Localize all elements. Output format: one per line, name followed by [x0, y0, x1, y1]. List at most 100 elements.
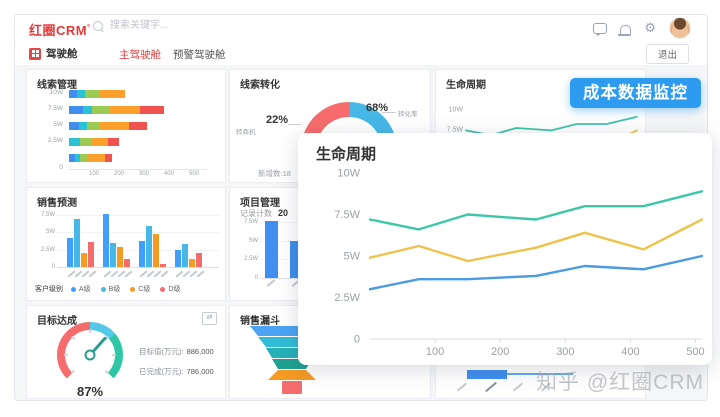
y-axis-tick: 0 — [51, 264, 55, 270]
y-axis-label: 10W — [49, 89, 63, 96]
bar-segment-cyan — [69, 138, 81, 146]
bar-C级 — [81, 253, 87, 267]
goal-done-row: 已完成(万元): 786,000 — [139, 366, 214, 377]
y-axis-tick: 7.5W — [243, 218, 258, 225]
app-logo-text: 红圈CRM — [29, 23, 88, 38]
bar-segment-cyan — [76, 90, 86, 98]
axis-label-mark — [484, 381, 498, 393]
bar-D级 — [196, 253, 202, 267]
goal-done-value: 786,000 — [186, 367, 214, 376]
legend-item-A级: A级 — [71, 284, 91, 294]
panel-title: 销售漏斗 — [240, 316, 280, 327]
funnel-layer-4 — [272, 359, 312, 369]
panel-title: 生命周期 — [446, 80, 486, 91]
svg-text:2.5W: 2.5W — [334, 292, 360, 304]
legend-dot — [71, 286, 76, 292]
panel-goal-achievement: 目标达成 ⇄ 87% 目标值(万元): 886,000 已完成(万元): 786,0… — [26, 305, 226, 399]
header-icon-group: ⚙ — [593, 17, 691, 39]
x-axis-tick: 400 — [163, 171, 174, 177]
bar-segment-blue — [69, 90, 77, 98]
svg-text:400: 400 — [621, 346, 639, 358]
legend-title: 客户级别 — [35, 286, 63, 293]
app-logo: 红圈CRM° — [29, 20, 90, 39]
notification-bell-icon[interactable] — [618, 24, 632, 36]
gauge-tick — [112, 354, 116, 356]
panel-switch-icon[interactable]: ⇄ — [202, 312, 217, 325]
bar-record-count — [265, 221, 278, 278]
slice-label: 转化率 — [398, 111, 418, 118]
gauge-tick — [89, 329, 91, 333]
bar-segment-green — [85, 90, 101, 98]
legend-item-D级: D级 — [160, 284, 180, 294]
grid-line — [57, 232, 219, 233]
tab-warning-cockpit[interactable]: 预警驾驶舱 — [173, 49, 226, 61]
app-header: 红圈CRM° ⚙ — [15, 15, 707, 42]
panel-title: 目标达成 — [37, 316, 77, 327]
global-search — [93, 19, 242, 32]
funnel-layer-6 — [282, 381, 302, 394]
legend-dot — [160, 286, 166, 292]
axis-label-mark — [456, 382, 468, 392]
goal-done-label: 已完成(万元): — [139, 367, 184, 376]
panel-title: 项目管理 — [240, 198, 280, 209]
goal-target-label: 目标值(万元): — [139, 347, 184, 356]
slice-value: 68% — [366, 102, 389, 114]
bar-segment-red — [140, 106, 164, 114]
label-line — [382, 112, 396, 113]
svg-text:500: 500 — [686, 346, 704, 358]
bar-A级 — [103, 213, 109, 267]
svg-text:10W: 10W — [449, 107, 464, 114]
bar-segment-green — [91, 106, 111, 114]
series-teal — [368, 190, 704, 231]
series-blue — [368, 254, 704, 291]
x-axis-tick: 200 — [113, 171, 124, 177]
grid-line — [57, 267, 219, 268]
x-axis-line — [69, 169, 207, 170]
x-axis-tick: 100 — [88, 171, 99, 177]
bar-B级 — [110, 242, 116, 267]
search-input[interactable] — [108, 19, 242, 32]
hidden-line-blue — [507, 373, 573, 375]
bar-D级 — [124, 258, 130, 267]
bar-segment-red — [107, 138, 119, 146]
bar-segment-blue — [69, 122, 79, 130]
stat-value: 20 — [278, 208, 289, 218]
x-axis-tick: 500 — [188, 171, 199, 177]
svg-text:300: 300 — [556, 346, 574, 358]
panel-lead-management: 线索管理 10W 7.5W 5W 2.5W 0 100 200 300 400 500 — [26, 69, 226, 183]
forecast-legend: 客户级别 A级 B级 C级 D级 — [35, 284, 190, 294]
zhihu-watermark: 知乎 @红圈CRM — [536, 371, 704, 394]
svg-text:5W: 5W — [344, 251, 361, 263]
search-icon — [93, 20, 103, 31]
sales-forecast-bar-chart: 0 2.5W 5W 7.5W — [27, 188, 225, 300]
nav-menu-cockpit[interactable]: 驾驶舱 — [29, 46, 78, 61]
settings-gear-icon[interactable]: ⚙ — [644, 20, 656, 36]
axis-label-mark — [266, 279, 276, 287]
message-icon[interactable] — [593, 22, 608, 36]
legend-item-B级: B级 — [100, 284, 120, 294]
bar-segment-red — [105, 154, 112, 162]
bar-segment-green — [80, 138, 92, 146]
hidden-chart-fragment — [436, 306, 645, 398]
sales-funnel-chart — [230, 306, 430, 398]
svg-text:7.5W: 7.5W — [334, 209, 360, 221]
bar-D级 — [88, 241, 94, 267]
funnel-layer-5 — [268, 370, 316, 380]
svg-text:100: 100 — [426, 346, 444, 358]
bar-C级 — [153, 234, 159, 267]
gauge-tick — [64, 354, 68, 356]
y-axis-label: 2.5W — [47, 137, 63, 144]
user-avatar[interactable] — [669, 17, 691, 39]
y-axis-label: 7.5W — [47, 105, 63, 112]
panel-sales-forecast: 销售预测 0 2.5W 5W 7.5W 客户级别 A级 B级 C级 D级 — [26, 187, 226, 301]
gauge-hub — [84, 349, 96, 361]
app-logo-mark: ° — [87, 24, 91, 32]
panel-title: 销售预测 — [37, 198, 77, 209]
bar-A级 — [139, 241, 145, 267]
tab-main-cockpit[interactable]: 主驾驶舱 — [119, 49, 161, 68]
y-axis-tick: 5W — [249, 237, 258, 244]
cockpit-grid-icon — [29, 47, 41, 60]
logout-button[interactable]: 退出 — [645, 44, 689, 64]
overlay-title: 生命周期 — [316, 146, 377, 163]
new-leads-note: 新增数:18 — [258, 169, 291, 178]
